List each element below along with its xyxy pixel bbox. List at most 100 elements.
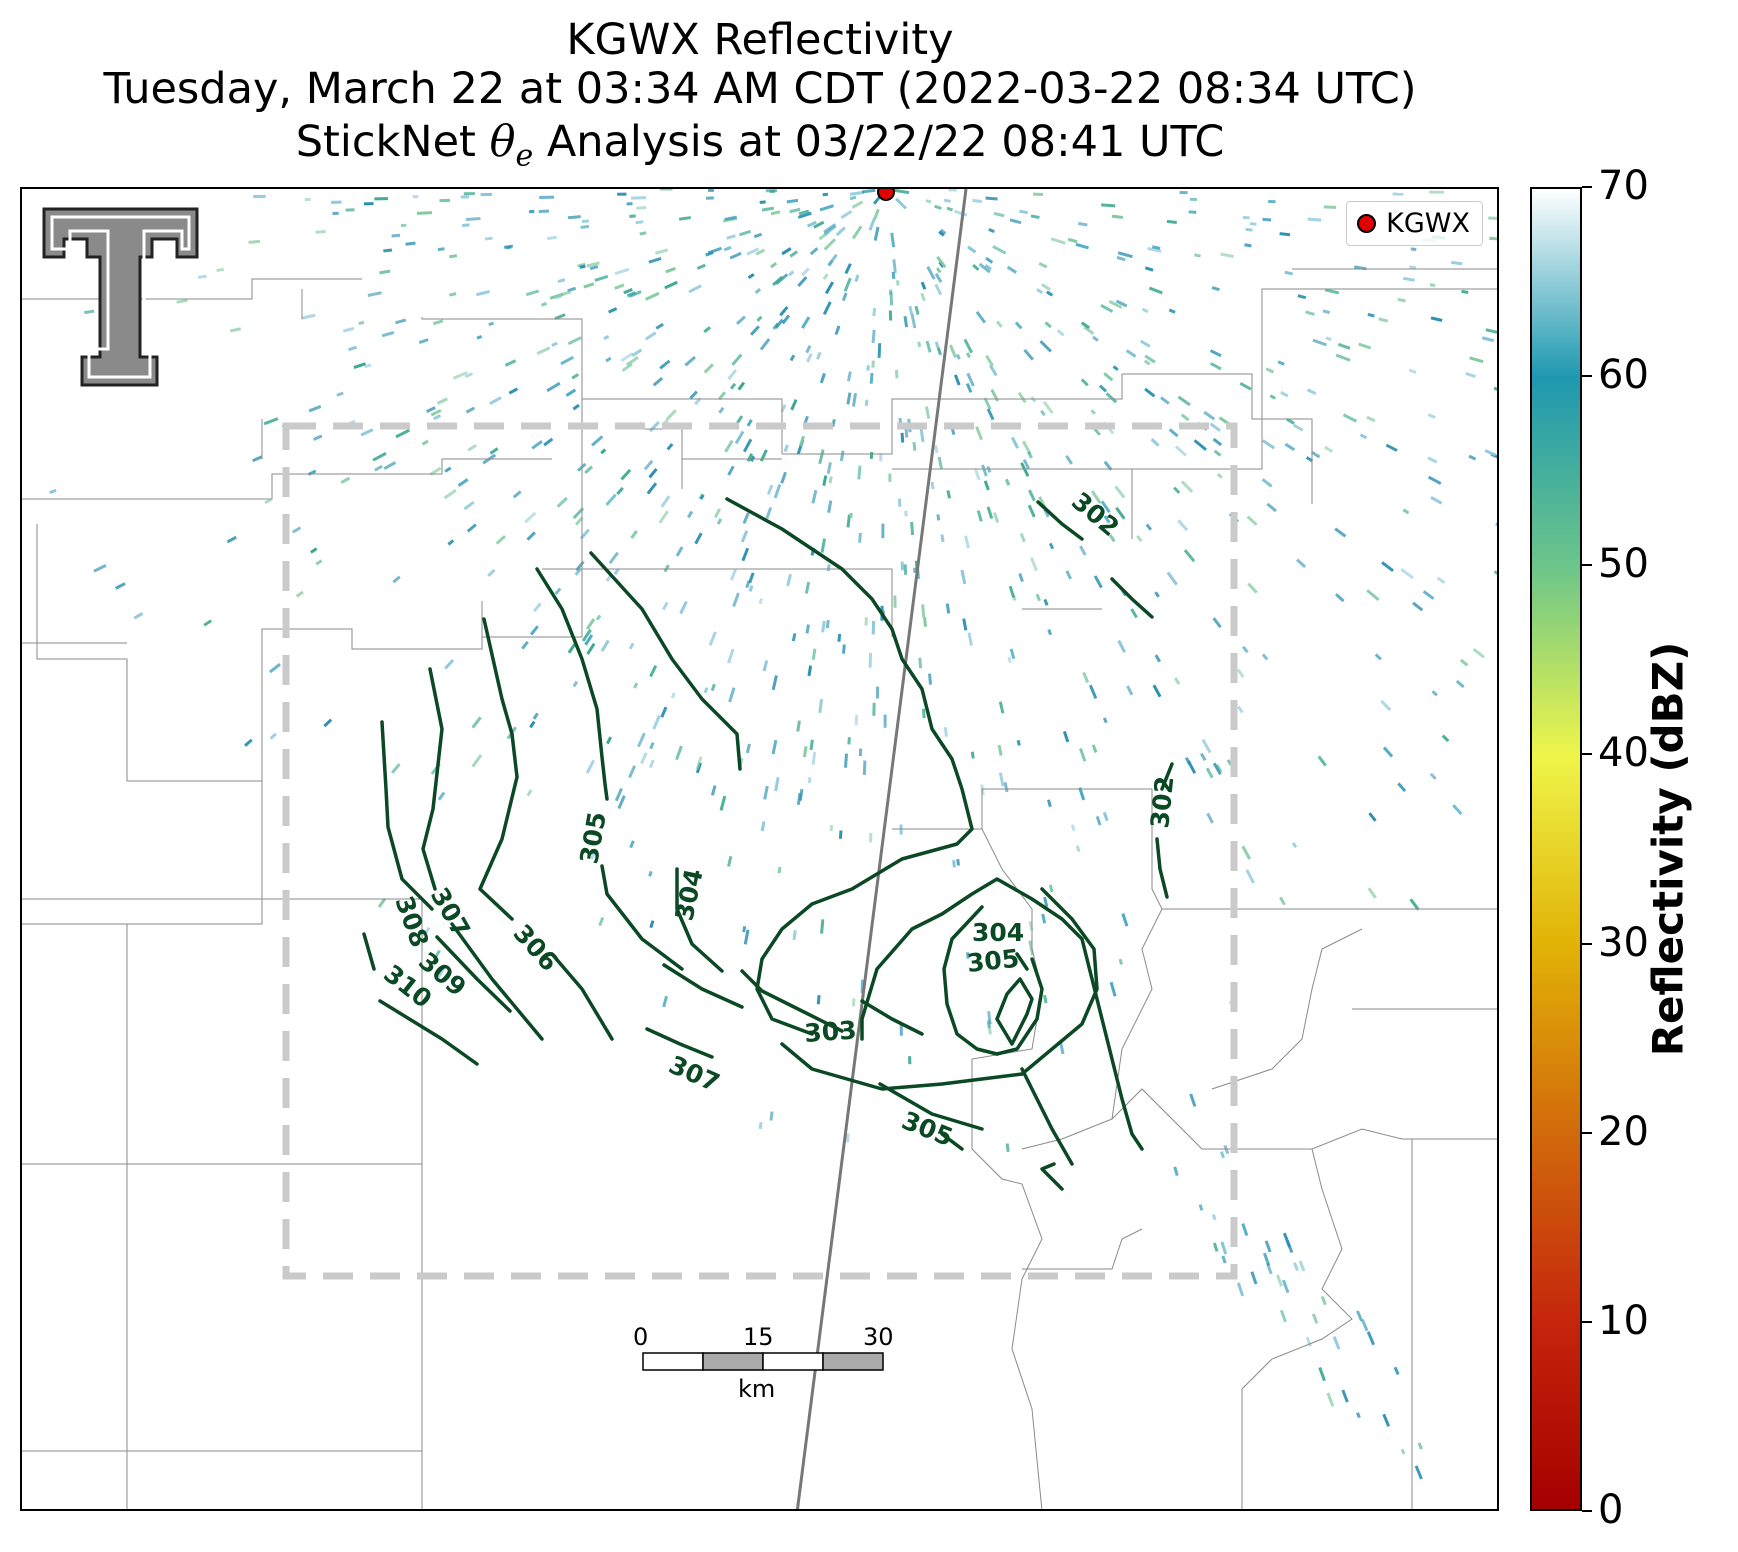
reflectivity-gate	[1029, 557, 1038, 572]
reflectivity-gate	[464, 372, 474, 379]
reflectivity-gate	[1126, 685, 1134, 696]
reflectivity-gate	[992, 512, 1000, 524]
reflectivity-gate	[749, 325, 760, 336]
reflectivity-gate	[844, 263, 852, 275]
reflectivity-gate	[488, 321, 495, 327]
reflectivity-gate	[900, 432, 905, 443]
reflectivity-gate	[487, 568, 496, 578]
reflectivity-gate	[1173, 677, 1181, 685]
reflectivity-gate	[620, 352, 634, 363]
reflectivity-gate	[717, 391, 727, 401]
reflectivity-gate	[1402, 276, 1415, 282]
reflectivity-gate	[727, 648, 735, 664]
chart-subtitle-time: Tuesday, March 22 at 03:34 AM CDT (2022-…	[103, 64, 1417, 114]
reflectivity-gate	[1366, 1331, 1376, 1346]
reflectivity-gate	[263, 417, 279, 426]
reflectivity-gate	[374, 197, 389, 201]
reflectivity-gate	[114, 582, 126, 590]
reflectivity-gate	[967, 245, 977, 254]
reflectivity-gate	[892, 259, 897, 274]
reflectivity-gate	[524, 511, 537, 524]
reflectivity-gate	[585, 618, 596, 630]
reflectivity-gate	[1451, 260, 1463, 266]
colorbar-tick-label: 60	[1598, 352, 1649, 399]
reflectivity-gate	[1417, 1442, 1423, 1450]
reflectivity-gate	[1412, 601, 1424, 612]
reflectivity-gate	[1385, 443, 1398, 452]
reflectivity-gate	[1469, 356, 1484, 364]
reflectivity-gate	[1050, 237, 1066, 245]
scale-bar	[642, 1352, 884, 1371]
reflectivity-gate	[336, 391, 344, 397]
reflectivity-gate	[586, 642, 596, 655]
reflectivity-gate	[353, 362, 366, 369]
reflectivity-gate	[617, 192, 627, 196]
reflectivity-gate	[1293, 1262, 1299, 1271]
reflectivity-gate	[93, 564, 107, 573]
reflectivity-gate	[997, 744, 1003, 756]
reflectivity-gate	[786, 198, 799, 204]
reflectivity-gate	[572, 507, 585, 520]
reflectivity-gate	[934, 283, 943, 296]
reflectivity-gate	[665, 409, 677, 421]
reflectivity-gate	[1429, 190, 1444, 194]
reflectivity-gate	[1144, 354, 1156, 364]
reflectivity-gate	[1189, 197, 1198, 202]
reflectivity-gate	[648, 421, 660, 433]
reflectivity-gate	[471, 754, 483, 768]
reflectivity-gate	[1062, 730, 1070, 743]
reflectivity-gate	[746, 247, 760, 256]
reflectivity-gate	[665, 267, 676, 274]
reflectivity-gate	[1484, 449, 1497, 457]
reflectivity-gate	[1179, 191, 1188, 195]
reflectivity-gate	[1100, 500, 1111, 514]
reflectivity-gate	[1007, 656, 1012, 664]
reflectivity-gate	[533, 602, 542, 613]
reflectivity-gate	[1242, 215, 1250, 220]
reflectivity-gate	[928, 673, 932, 685]
scale-label-15: 15	[743, 1323, 774, 1351]
reflectivity-gate	[1070, 824, 1076, 832]
reflectivity-gate	[703, 687, 709, 694]
reflectivity-gate	[852, 392, 857, 407]
reflectivity-gate	[1263, 1252, 1271, 1266]
reflectivity-gate	[987, 1010, 992, 1025]
reflectivity-gate	[755, 248, 766, 256]
reflectivity-gate	[648, 759, 655, 769]
reflectivity-gate	[774, 777, 780, 792]
reflectivity-gate	[983, 397, 992, 410]
reflectivity-gate	[745, 743, 751, 754]
reflectivity-gate	[561, 290, 572, 296]
reflectivity-gate	[1305, 310, 1315, 316]
reflectivity-gate	[1027, 451, 1033, 459]
reflectivity-gate	[625, 356, 639, 367]
reflectivity-gate	[748, 585, 754, 592]
reflectivity-gate	[1431, 690, 1438, 697]
reflectivity-gate	[998, 701, 1005, 714]
reflectivity-gate	[666, 443, 674, 451]
reflectivity-gate	[1285, 1240, 1294, 1254]
reflectivity-gate	[858, 532, 862, 543]
reflectivity-gate	[1108, 534, 1116, 543]
reflectivity-gate	[1429, 772, 1437, 780]
reflectivity-gate	[660, 495, 671, 508]
reflectivity-gate	[743, 929, 750, 945]
reflectivity-gate	[1174, 445, 1187, 457]
reflectivity-gate	[447, 539, 455, 546]
reflectivity-gate	[1441, 734, 1450, 743]
reflectivity-gate	[437, 247, 445, 252]
reflectivity-gate	[1212, 617, 1222, 629]
reflectivity-gate	[1241, 645, 1249, 654]
colorbar-tick-mark	[1582, 564, 1592, 567]
reflectivity-gate	[780, 404, 787, 413]
reflectivity-gate	[679, 601, 688, 615]
reflectivity-gate	[1046, 290, 1054, 297]
reflectivity-gate	[760, 821, 766, 832]
analysis-suffix: Analysis at 03/22/22 08:41 UTC	[533, 117, 1225, 167]
reflectivity-gate	[821, 620, 826, 633]
reflectivity-gate	[754, 288, 762, 294]
reflectivity-gate	[304, 197, 311, 202]
reflectivity-gate	[732, 592, 740, 607]
reflectivity-gate	[1220, 252, 1234, 259]
reflectivity-gate	[536, 346, 551, 356]
